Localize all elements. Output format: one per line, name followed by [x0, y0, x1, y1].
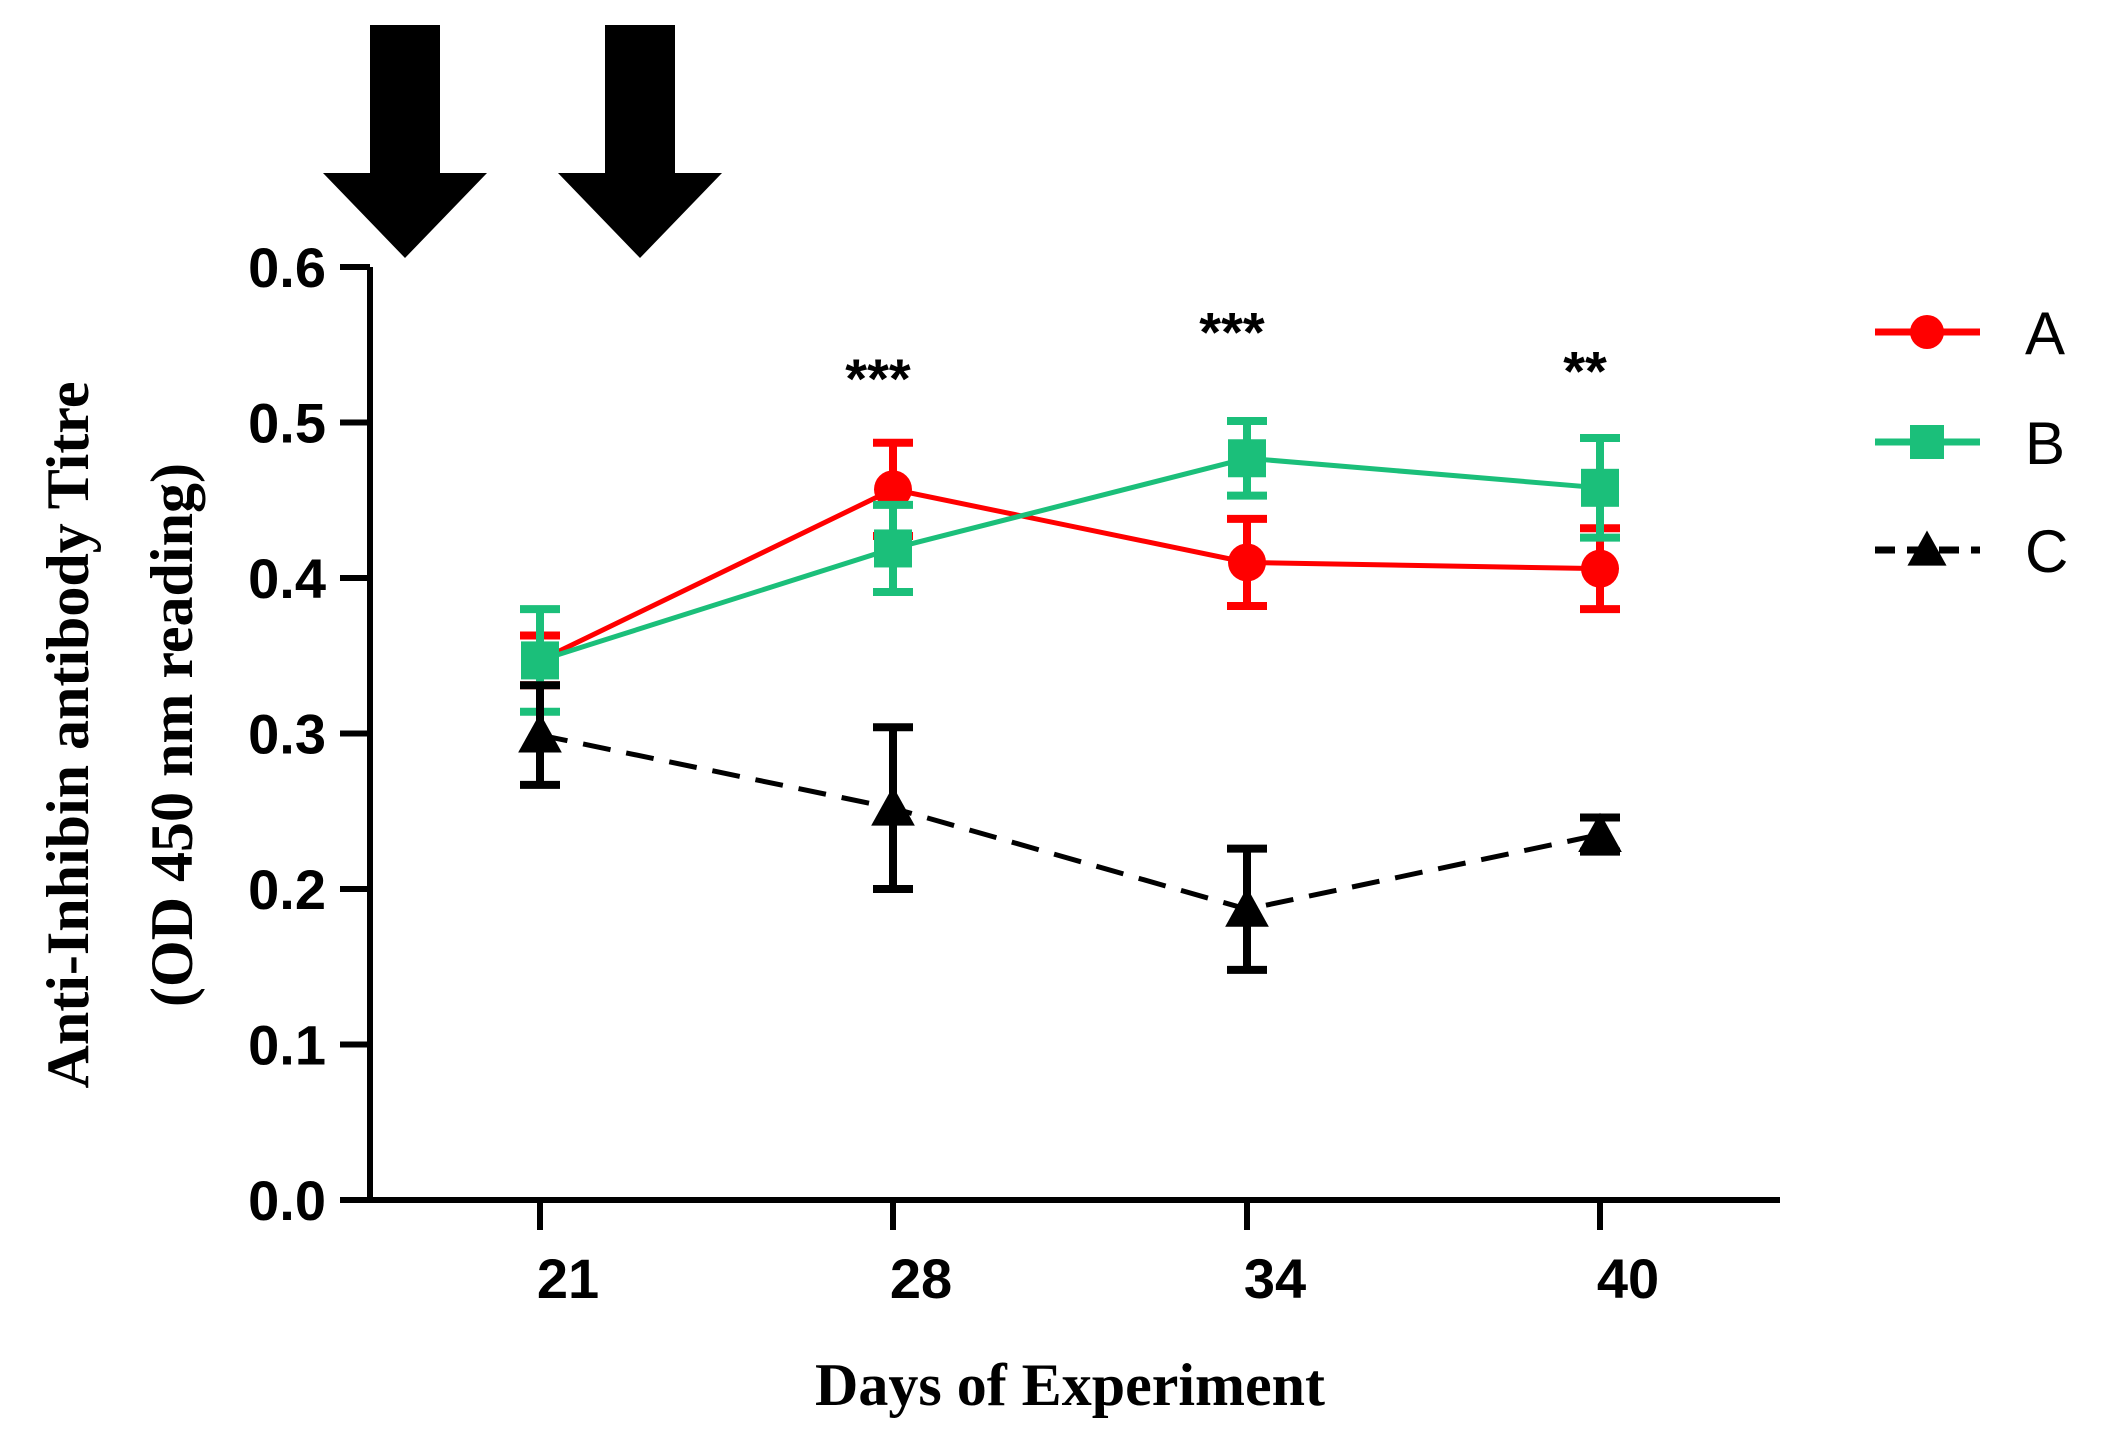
data-point-triangle: [1907, 530, 1947, 566]
legend: ABC: [1875, 300, 2068, 585]
y-tick-label: 0.0: [248, 1169, 326, 1232]
axes: [367, 267, 1780, 1203]
series-line-B: [539, 455, 1601, 663]
y-tick-label: 0.6: [248, 236, 326, 299]
data-point-square: [874, 529, 912, 568]
x-tick-label: 40: [1597, 1247, 1659, 1310]
significance-label: ***: [845, 347, 911, 410]
y-ticks: 0.0 0.1 0.2 0.3 0.4 0.5 0.6: [248, 236, 370, 1232]
data-point-square: [1910, 425, 1944, 459]
significance-annotations: ********: [845, 300, 1607, 410]
data-point-triangle: [1578, 812, 1622, 853]
data-point-circle: [1581, 549, 1619, 588]
x-tick-label: 28: [890, 1247, 952, 1310]
series-A: [520, 438, 1620, 690]
significance-label: **: [1563, 339, 1607, 402]
series-C: [518, 681, 1622, 974]
legend-label: A: [2025, 300, 2065, 367]
data-point-triangle: [871, 786, 915, 826]
legend-item-C: C: [1875, 518, 2068, 585]
legend-item-A: A: [1875, 300, 2065, 367]
y-tick-label: 0.4: [248, 547, 326, 610]
data-point-square: [521, 641, 559, 680]
y-axis-title-line-2: (OD 450 nm reading): [139, 463, 205, 1007]
legend-item-B: B: [1875, 410, 2065, 477]
y-tick-label: 0.3: [248, 703, 326, 766]
y-tick-label: 0.5: [248, 392, 326, 455]
down-arrow-icon: [558, 25, 722, 258]
series-line-A: [538, 486, 1601, 663]
data-point-triangle: [518, 713, 562, 753]
legend-label: B: [2025, 410, 2065, 477]
data-point-circle: [874, 470, 912, 509]
x-tick-label: 34: [1244, 1247, 1306, 1310]
legend-label: C: [2025, 518, 2068, 585]
data-point-triangle: [1225, 887, 1269, 927]
down-arrow-icon: [323, 25, 487, 258]
y-tick-label: 0.1: [248, 1014, 326, 1077]
x-ticks: 21 28 34 40: [537, 1200, 1659, 1310]
significance-label: ***: [1199, 300, 1265, 363]
y-axis-title-line-1: Anti-Inhibin antibody Titre: [35, 382, 101, 1089]
data-point-square: [1228, 439, 1266, 478]
data-point-circle: [1228, 543, 1266, 582]
x-tick-label: 21: [537, 1247, 599, 1310]
data-point-circle: [1910, 315, 1944, 349]
data-point-square: [1581, 468, 1619, 507]
x-axis-title: Days of Experiment: [815, 1352, 1325, 1418]
series-line-C: [539, 732, 1601, 912]
y-tick-label: 0.2: [248, 858, 326, 921]
series-layer: [518, 416, 1622, 974]
treatment-arrows: [323, 25, 722, 258]
